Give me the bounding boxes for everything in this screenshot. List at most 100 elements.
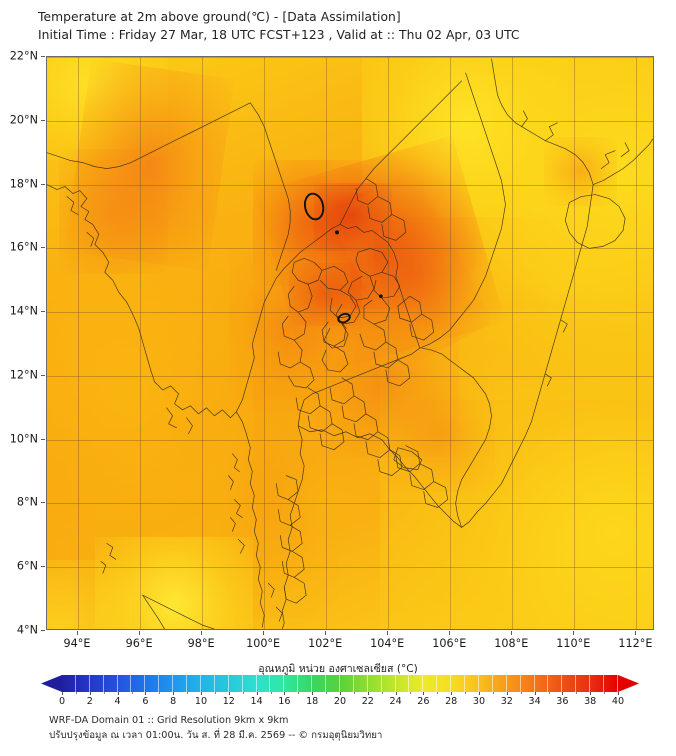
colorbar-tick-major xyxy=(423,692,425,695)
x-tick-label: 102°E xyxy=(308,637,343,650)
colorbar-tick-minor xyxy=(159,692,161,694)
y-tick xyxy=(41,56,45,57)
colorbar-tick-label: 18 xyxy=(306,696,319,707)
colorbar-tick-major xyxy=(228,692,230,695)
station-dot-a xyxy=(335,230,340,235)
y-tick-label: 12°N xyxy=(9,368,38,382)
colorbar-extend-low xyxy=(41,675,62,692)
colorbar-tick-minor xyxy=(520,692,522,694)
x-tick-label: 108°E xyxy=(494,637,529,650)
field-myanmar-warm-2 xyxy=(59,148,169,275)
colorbar-tick-major xyxy=(534,692,536,695)
x-tick xyxy=(573,631,575,635)
colorbar-tick-minor xyxy=(465,692,467,694)
colorbar-band xyxy=(312,675,327,692)
x-tick xyxy=(263,631,265,635)
coastline-overlay xyxy=(47,57,653,629)
colorbar-tick-major xyxy=(562,692,564,695)
colorbar-band xyxy=(187,675,201,692)
colorbar-tick-label: 26 xyxy=(417,696,430,707)
colorbar-tick-minor xyxy=(409,692,411,694)
x-tick xyxy=(449,631,451,635)
x-tick-label: 98°E xyxy=(187,637,215,650)
x-tick xyxy=(511,631,513,635)
y-tick xyxy=(41,630,45,631)
colorbar-tick-minor xyxy=(131,692,133,694)
colorbar-band xyxy=(437,675,452,692)
colorbar-band xyxy=(229,675,243,692)
title-line-2: Initial Time : Friday 27 Mar, 18 UTC FCS… xyxy=(38,27,520,42)
colorbar-tick-major xyxy=(618,692,619,695)
colorbar-band xyxy=(326,675,340,692)
x-tick xyxy=(325,631,327,635)
colorbar-band xyxy=(423,675,438,692)
colorbar-band xyxy=(118,675,132,692)
colorbar-tick-label: 32 xyxy=(500,696,513,707)
y-tick xyxy=(41,438,45,440)
colorbar-tick-label: 22 xyxy=(361,696,374,707)
colorbar-track: 0 2 4 6 8 10 12 14 16 18 20 22 24 26 28 30 32 34 36 38 40 xyxy=(41,675,639,707)
colorbar-segments xyxy=(62,675,618,692)
contour-ring-b xyxy=(337,312,351,324)
colorbar-tick-minor xyxy=(187,692,189,694)
colorbar-tick-label: 28 xyxy=(445,696,458,707)
x-tick xyxy=(635,631,637,635)
colorbar-tick-major xyxy=(145,692,147,695)
colorbar-tick-major xyxy=(506,692,508,695)
y-tick xyxy=(41,183,45,185)
colorbar-band xyxy=(590,675,605,692)
footer-line-2: ปรับปรุงข้อมูล ณ เวลา 01:00น. วัน ส. ที่… xyxy=(49,729,383,741)
y-tick-label: 8°N xyxy=(16,495,38,509)
y-tick-label: 16°N xyxy=(9,240,38,254)
colorbar-band xyxy=(451,675,466,692)
field-mottle xyxy=(47,57,653,629)
temperature-field xyxy=(47,57,653,629)
colorbar-tick-label: 10 xyxy=(194,696,208,707)
x-tick-label: 106°E xyxy=(432,637,467,650)
colorbar-tick-label: 36 xyxy=(556,696,569,707)
colorbar-tick-major xyxy=(451,692,453,695)
colorbar-band xyxy=(465,675,479,692)
colorbar-band xyxy=(396,675,410,692)
colorbar-tick-label: 30 xyxy=(472,696,486,707)
colorbar-band xyxy=(576,675,591,692)
y-tick-label: 20°N xyxy=(9,113,38,127)
colorbar-band xyxy=(215,675,229,692)
colorbar-tick-major xyxy=(590,692,592,695)
colorbar-tick-minor xyxy=(381,692,383,694)
colorbar-band xyxy=(298,675,313,692)
field-hainan-warm xyxy=(543,137,617,206)
x-tick-label: 110°E xyxy=(556,637,591,650)
colorbar-tick-minor xyxy=(548,692,550,694)
colorbar-tick-minor xyxy=(242,692,244,694)
colorbar-tick-label: 16 xyxy=(278,696,291,707)
colorbar-band xyxy=(368,675,382,692)
colorbar-tick-minor xyxy=(353,692,355,694)
colorbar-band xyxy=(340,675,354,692)
colorbar-tick-label: 0 xyxy=(58,696,66,707)
footer: WRF-DA Domain 01 :: Grid Resolution 9km … xyxy=(49,714,649,743)
colorbar-tick-major xyxy=(312,692,314,695)
y-tick xyxy=(41,311,45,313)
colorbar-band xyxy=(159,675,174,692)
x-tick-label: 94°E xyxy=(63,637,91,650)
colorbar-tick-minor xyxy=(604,692,606,694)
colorbar-band xyxy=(62,675,76,692)
colorbar-tick-minor xyxy=(492,692,494,694)
colorbar-tick-label: 38 xyxy=(584,696,597,707)
colorbar-label: อุณหภูมิ หน่วย องศาเซลเซียส (°C) xyxy=(258,663,418,675)
y-tick-label: 22°N xyxy=(9,49,38,63)
colorbar-band xyxy=(173,675,188,692)
colorbar-tick-label: 20 xyxy=(333,696,347,707)
y-tick-label: 14°N xyxy=(9,304,38,318)
colorbar-band xyxy=(479,675,493,692)
colorbar-band xyxy=(132,675,146,692)
contour-ring-a xyxy=(303,192,326,221)
x-tick-label: 104°E xyxy=(370,637,405,650)
y-tick xyxy=(41,119,45,121)
x-tick xyxy=(387,631,389,635)
colorbar-band xyxy=(562,675,577,692)
colorbar-band xyxy=(284,675,299,692)
y-tick xyxy=(41,247,45,249)
colorbar-tick-minor xyxy=(103,692,105,694)
